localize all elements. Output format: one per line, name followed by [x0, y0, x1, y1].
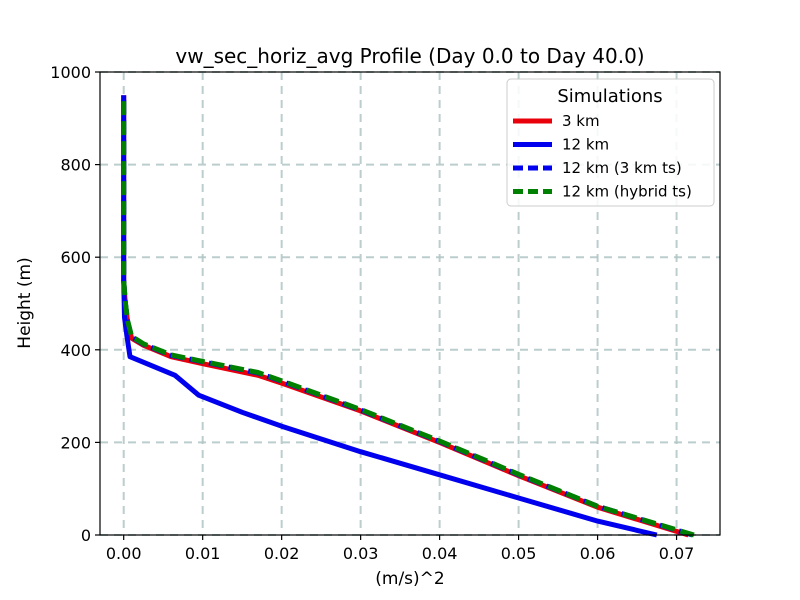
- legend-title: Simulations: [557, 86, 662, 107]
- y-tick-label: 800: [60, 156, 91, 175]
- chart-title: vw_sec_horiz_avg Profile (Day 0.0 to Day…: [175, 44, 644, 68]
- legend-label: 12 km (3 km ts): [562, 159, 682, 177]
- x-tick-label: 0.01: [185, 544, 221, 563]
- legend-label: 12 km: [562, 136, 609, 154]
- x-tick-label: 0.02: [264, 544, 300, 563]
- x-tick-label: 0.05: [501, 544, 537, 563]
- y-tick-label: 1000: [50, 63, 91, 82]
- y-tick-label: 200: [60, 433, 91, 452]
- x-axis-title: (m/s)^2: [375, 569, 444, 589]
- y-tick-label: 600: [60, 248, 91, 267]
- x-tick-label: 0.03: [343, 544, 379, 563]
- legend-label: 12 km (hybrid ts): [562, 183, 692, 201]
- y-tick-label: 0: [81, 526, 91, 545]
- x-tick-label: 0.06: [580, 544, 616, 563]
- legend: Simulations 3 km 12 km 12 km (3 km ts) 12 k…: [506, 78, 715, 207]
- legend-box: [506, 78, 715, 207]
- y-tick-label: 400: [60, 341, 91, 360]
- series-lines: [121, 95, 695, 538]
- series-line-12-km-hybrid-ts: [121, 95, 695, 538]
- x-tick-label: 0.04: [422, 544, 458, 563]
- x-tick-label: 0.00: [106, 544, 142, 563]
- legend-items: 3 km 12 km 12 km (3 km ts) 12 km (hybrid ts…: [513, 112, 692, 201]
- axis-ticks: 0.00 0.01 0.02 0.03 0.04 0.05 0.06 0.07 0 200 400 6…: [50, 63, 694, 563]
- x-tick-label: 0.07: [659, 544, 695, 563]
- legend-label: 3 km: [562, 112, 600, 130]
- plot-frame: [99, 71, 721, 536]
- y-axis-title: Height (m): [15, 257, 35, 348]
